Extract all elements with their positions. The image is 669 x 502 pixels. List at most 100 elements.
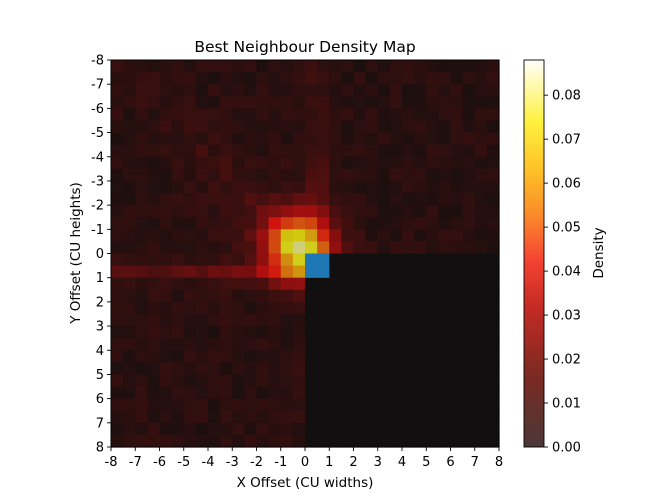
heatmap-cell	[329, 326, 342, 339]
heatmap-cell	[292, 229, 306, 242]
heatmap-cell	[365, 434, 379, 448]
heatmap-cell	[305, 386, 318, 400]
heatmap-cell	[486, 422, 500, 436]
x-tick-label: 5	[422, 455, 430, 470]
heatmap-cell	[353, 120, 367, 134]
heatmap-cell	[183, 229, 197, 242]
heatmap-cell	[280, 144, 294, 158]
heatmap-cell	[220, 265, 233, 279]
heatmap-cell	[438, 265, 452, 279]
heatmap-cell	[183, 144, 197, 158]
heatmap-cell	[414, 108, 427, 122]
heatmap-cell	[111, 108, 124, 122]
heatmap-cell	[365, 120, 379, 134]
y-tick-label: -1	[91, 223, 104, 238]
x-tick-label: 3	[374, 455, 382, 470]
heatmap-cell	[147, 422, 161, 436]
heatmap-cell	[365, 72, 379, 85]
heatmap-cell	[438, 326, 452, 339]
heatmap-cell	[123, 362, 136, 376]
heatmap-cell	[365, 422, 379, 436]
heatmap-cell	[244, 229, 258, 242]
heatmap-cell	[305, 326, 318, 339]
heatmap-cell	[353, 241, 367, 255]
heatmap-cell	[486, 217, 500, 230]
heatmap-cell	[147, 326, 161, 339]
heatmap-cell	[389, 132, 403, 146]
heatmap-cell	[183, 241, 197, 255]
heatmap-cell	[232, 229, 245, 242]
heatmap-cell	[329, 277, 342, 291]
heatmap-cell	[147, 386, 161, 400]
heatmap-cell	[353, 180, 367, 194]
heatmap-cell	[220, 168, 233, 182]
heatmap-cell	[280, 229, 294, 242]
heatmap-cell	[268, 205, 282, 218]
heatmap-cell	[256, 253, 270, 267]
heatmap-cell	[292, 156, 306, 170]
heatmap-cell	[341, 156, 355, 170]
heatmap-cell	[438, 313, 452, 327]
heatmap-cell	[377, 301, 391, 315]
heatmap-cell	[462, 350, 476, 363]
heatmap-cell	[147, 108, 161, 122]
heatmap-cell	[377, 289, 391, 303]
heatmap-cell	[268, 60, 282, 73]
heatmap-cell	[111, 217, 124, 230]
heatmap-cell	[220, 277, 233, 291]
heatmap-cell	[147, 277, 161, 291]
heatmap-cell	[244, 301, 258, 315]
heatmap-cell	[426, 168, 439, 182]
heatmap-cell	[353, 205, 367, 218]
heatmap-cell	[268, 265, 282, 279]
heatmap-cell	[462, 410, 476, 424]
heatmap-cell	[159, 253, 173, 267]
heatmap-cell	[414, 434, 427, 448]
heatmap-cell	[111, 422, 124, 436]
heatmap-cell	[135, 265, 148, 279]
heatmap-cell	[329, 338, 342, 351]
heatmap-cell	[111, 180, 124, 194]
heatmap-cell	[426, 386, 439, 400]
heatmap-cell	[438, 253, 452, 267]
heatmap-cell	[208, 241, 221, 255]
heatmap-cell	[159, 180, 173, 194]
heatmap-cell	[474, 132, 488, 146]
x-tick-label: 8	[495, 455, 503, 470]
heatmap-cell	[147, 144, 161, 158]
heatmap-cell	[365, 217, 379, 230]
heatmap-cell	[123, 301, 136, 315]
heatmap-cell	[220, 253, 233, 267]
heatmap-cell	[414, 96, 427, 109]
heatmap-cell	[268, 229, 282, 242]
heatmap-cell	[402, 410, 415, 424]
heatmap-cell	[353, 434, 367, 448]
heatmap-cell	[244, 156, 258, 170]
heatmap-cell	[123, 168, 136, 182]
heatmap-cell	[292, 144, 306, 158]
heatmap-cell	[317, 217, 330, 230]
heatmap-cell	[414, 120, 427, 134]
heatmap-cell	[280, 108, 294, 122]
heatmap-cell	[341, 289, 355, 303]
heatmap-cell	[208, 168, 221, 182]
heatmap-cell	[317, 362, 330, 376]
heatmap-cell	[414, 72, 427, 85]
heatmap-cell	[232, 362, 245, 376]
heatmap-cell	[171, 72, 185, 85]
heatmap-cell	[365, 289, 379, 303]
heatmap-cell	[292, 168, 306, 182]
heatmap-cell	[232, 434, 245, 448]
heatmap-cell	[365, 326, 379, 339]
heatmap-cell	[135, 96, 148, 109]
heatmap-cell	[244, 350, 258, 363]
heatmap-cell	[377, 205, 391, 218]
heatmap-cell	[389, 313, 403, 327]
heatmap-cell	[486, 265, 500, 279]
heatmap-cell	[232, 193, 245, 206]
heatmap-cell	[474, 374, 488, 388]
heatmap-cell	[208, 156, 221, 170]
heatmap-cell	[183, 326, 197, 339]
heatmap-cell	[111, 362, 124, 376]
heatmap-cell	[232, 301, 245, 315]
